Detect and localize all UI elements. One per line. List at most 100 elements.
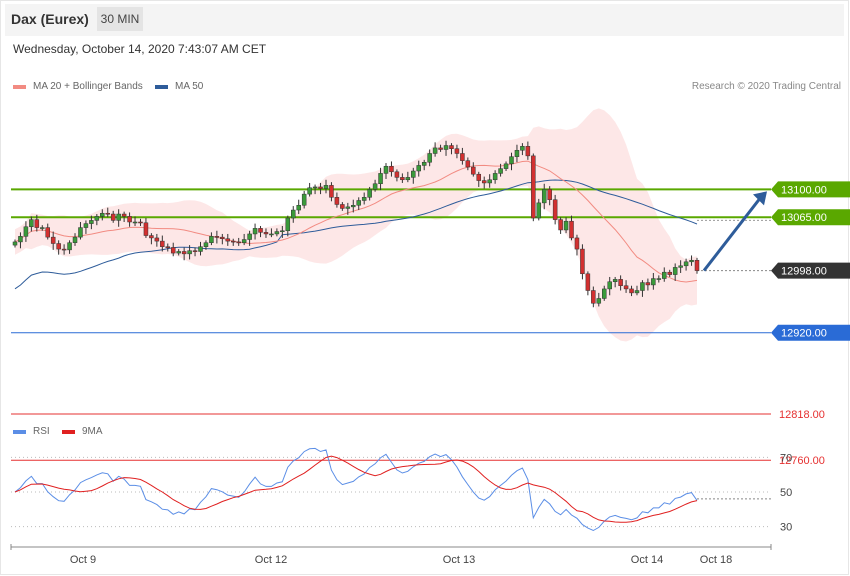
candle-body-71 [400, 177, 405, 181]
level-12998-00-tag [771, 262, 850, 279]
candle-body-60 [340, 204, 345, 209]
level-13100-00-label: 13100.00 [781, 184, 827, 196]
timeframe-button[interactable]: 30 MIN [97, 7, 143, 31]
candle-body-64 [361, 197, 367, 201]
level-13100-00-tag [771, 181, 850, 198]
level-12760-00-label: 12760.00 [779, 455, 825, 467]
projection-arrow-shaft [702, 197, 762, 272]
candle-body-1 [18, 236, 23, 243]
candle-body-0 [12, 241, 18, 246]
candle-body-22 [132, 221, 138, 224]
candle-body-94 [525, 146, 531, 157]
candle-body-108 [601, 288, 607, 299]
candle-body-54 [307, 187, 312, 195]
level-12818-00-label: 12818.00 [779, 409, 825, 421]
candle-body-9 [61, 248, 67, 251]
candle-body-121 [672, 267, 678, 275]
candle-body-24 [143, 222, 149, 236]
candle-body-86 [481, 180, 487, 184]
candle-body-33 [192, 250, 198, 252]
candle-body-52 [296, 205, 301, 211]
x-tick-label-2: Oct 13 [443, 554, 475, 566]
candle-body-99 [552, 199, 558, 220]
legend-ma20: MA 20 + Bollinger Bands [13, 81, 143, 92]
candle-body-100 [558, 219, 563, 231]
candle-body-27 [160, 240, 165, 247]
candle-body-11 [72, 236, 78, 243]
candle-body-17 [105, 212, 111, 215]
candle-body-98 [547, 189, 552, 200]
candle-body-84 [471, 166, 476, 175]
candle-body-78 [438, 147, 443, 150]
candle-body-58 [329, 185, 334, 198]
candle-body-61 [345, 206, 351, 209]
candle-body-73 [411, 170, 416, 178]
candle-body-77 [432, 147, 438, 154]
candle-body-4 [34, 219, 40, 228]
candle-body-56 [318, 186, 323, 189]
candle-body-75 [421, 161, 427, 166]
candle-body-85 [476, 173, 482, 181]
candle-body-48 [274, 231, 280, 235]
candle-body-29 [170, 247, 176, 254]
candle-body-37 [214, 236, 220, 238]
legend-ma50-swatch [155, 84, 168, 89]
candle-body-34 [198, 246, 203, 252]
candle-body-112 [623, 285, 629, 290]
candle-body-118 [656, 278, 662, 280]
x-tick-label-4: Oct 18 [700, 554, 732, 566]
candle-body-76 [427, 153, 432, 163]
ma20-line [14, 160, 698, 283]
legend-rsi-ma-swatch [62, 429, 75, 434]
candle-body-83 [465, 160, 471, 168]
candle-body-119 [662, 271, 667, 279]
candle-body-91 [509, 156, 514, 165]
x-tick-label-1: Oct 12 [255, 554, 287, 566]
candle-body-90 [503, 163, 509, 169]
level-13065-00-tag [771, 209, 850, 226]
candle-body-65 [367, 189, 372, 198]
candle-body-19 [116, 213, 121, 221]
rsi-level-label-30: 30 [780, 522, 792, 534]
candle-body-88 [492, 173, 498, 181]
candle-body-115 [640, 282, 645, 291]
candle-body-82 [460, 153, 465, 161]
candle-body-14 [89, 220, 94, 224]
candle-body-23 [138, 221, 143, 224]
candle-body-25 [149, 235, 154, 239]
legend-rsi-ma-label: 9MA [82, 426, 103, 437]
candle-body-47 [269, 233, 274, 236]
legend-ma20-swatch [13, 84, 26, 89]
legend-rsi-ma: 9MA [62, 426, 103, 437]
candle-body-35 [203, 242, 209, 247]
candle-body-111 [618, 279, 623, 286]
x-tick-label-3: Oct 14 [631, 554, 663, 566]
candle-body-96 [536, 202, 542, 219]
candle-body-53 [301, 193, 307, 206]
candle-body-20 [121, 213, 127, 217]
rsi-level-label-70: 70 [780, 452, 792, 464]
candle-body-12 [78, 227, 83, 238]
candle-body-21 [127, 216, 132, 223]
candle-body-72 [405, 177, 411, 181]
legend-ma50: MA 50 [155, 81, 203, 92]
projection-arrow-head [753, 191, 767, 206]
candle-body-63 [356, 200, 361, 206]
level-13065-00-label: 13065.00 [781, 212, 827, 224]
candle-body-105 [585, 273, 591, 291]
candle-body-39 [225, 238, 231, 242]
candle-body-15 [94, 216, 100, 221]
candle-body-59 [334, 197, 340, 205]
candle-body-45 [258, 228, 263, 233]
candle-body-43 [247, 233, 252, 240]
candle-body-102 [569, 220, 574, 239]
legend-ma50-label: MA 50 [175, 81, 204, 92]
candle-body-80 [449, 145, 454, 149]
candle-body-40 [230, 240, 236, 243]
candle-body-117 [651, 278, 656, 286]
candle-body-70 [394, 171, 400, 178]
level-12998-00-label: 12998.00 [781, 266, 827, 278]
candle-body-31 [181, 251, 187, 255]
